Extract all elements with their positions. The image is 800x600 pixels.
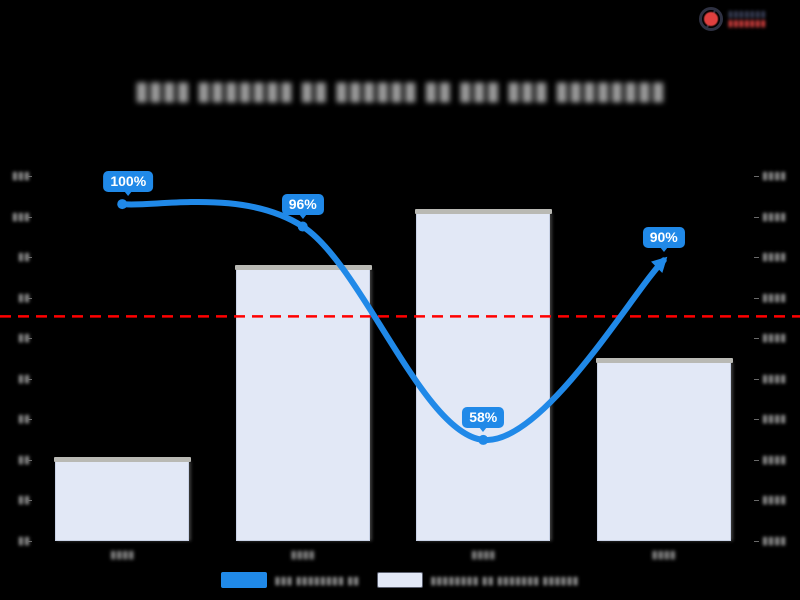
- y-axis-right-tick-2: ▮▮▮▮: [762, 210, 787, 223]
- y-axis-left-tick-2: ▮▮▮: [11, 210, 30, 223]
- legend-swatch-bar-icon: [377, 572, 424, 588]
- y-axis-right-tickmark-6: [754, 378, 759, 380]
- y-axis-left-tick-8: ▮▮: [17, 453, 30, 466]
- y-axis-right-tickmark-2: [754, 216, 759, 218]
- y-axis-left-tickmark-1: [27, 176, 32, 177]
- bar-4[interactable]: [595, 357, 733, 541]
- brand-logo: ▮▮▮▮▮▮▮ ▮▮▮▮▮▮▮: [698, 4, 794, 34]
- y-axis-right-tick-5: ▮▮▮▮: [762, 332, 787, 345]
- legend-swatch-line-icon: [221, 572, 268, 588]
- y-axis-right-tickmark-1: [754, 176, 759, 177]
- y-axis-right-tick-7: ▮▮▮▮: [762, 413, 787, 426]
- x-axis-label-2: ▮▮▮▮: [290, 549, 315, 561]
- y-axis-left-tickmark-5: [27, 338, 32, 340]
- line-arrow-head-icon: [651, 256, 668, 273]
- logo-line-2: ▮▮▮▮▮▮▮: [728, 18, 767, 28]
- y-axis-right-tick-10: ▮▮▮▮: [762, 535, 787, 547]
- y-axis-left-tickmark-9: [27, 500, 32, 502]
- legend-item-line[interactable]: ▮▮▮ ▮▮▮▮▮▮▮▮ ▮▮: [221, 572, 359, 588]
- y-axis-left-tickmark-6: [27, 378, 32, 380]
- y-axis-left-tick-7: ▮▮: [17, 413, 30, 426]
- line-series-path: [119, 198, 667, 443]
- y-axis-left-tickmark-8: [27, 459, 32, 461]
- y-axis-left-tickmark-7: [27, 419, 32, 421]
- line-series-layer: [0, 198, 800, 445]
- y-axis-right-tick-9: ▮▮▮▮: [762, 494, 787, 507]
- y-axis-right-tickmark-9: [754, 500, 759, 502]
- y-axis-right-tickmark-4: [754, 297, 759, 299]
- data-label-4: 90%: [642, 227, 685, 253]
- logo-mark-icon: [698, 6, 724, 32]
- bar-1[interactable]: [54, 457, 192, 541]
- y-axis-left-tick-10: ▮▮: [17, 535, 30, 547]
- y-axis-left-tick-5: ▮▮: [17, 332, 30, 345]
- legend-label-line: ▮▮▮ ▮▮▮▮▮▮▮▮ ▮▮: [274, 574, 360, 587]
- logo-line-1: ▮▮▮▮▮▮▮: [728, 9, 767, 19]
- y-axis-right-tick-3: ▮▮▮▮: [762, 251, 787, 264]
- data-label-2: 96%: [281, 193, 324, 219]
- y-axis-right-tick-4: ▮▮▮▮: [762, 291, 787, 304]
- y-axis-left-tick-1: ▮▮▮: [11, 170, 30, 182]
- y-axis-right-tick-6: ▮▮▮▮: [762, 372, 787, 385]
- data-label-1: 100%: [103, 171, 154, 197]
- y-axis-left-tick-6: ▮▮: [17, 372, 30, 385]
- y-axis-left-tick-4: ▮▮: [17, 291, 30, 304]
- legend-item-bar[interactable]: ▮▮▮▮▮▮▮▮ ▮▮ ▮▮▮▮▮▮▮ ▮▮▮▮▮▮: [377, 572, 579, 588]
- line-point-2[interactable]: [297, 221, 308, 232]
- y-axis-right-tickmark-10: [754, 541, 759, 542]
- y-axis-right-tickmark-5: [754, 338, 759, 340]
- bar-2[interactable]: [234, 264, 372, 541]
- y-axis-left-tick-9: ▮▮: [17, 494, 30, 507]
- chart-title: ▮▮▮▮ ▮▮▮▮▮▮▮ ▮▮ ▮▮▮▮▮▮ ▮▮ ▮▮▮ ▮▮▮ ▮▮▮▮▮▮…: [134, 77, 666, 105]
- y-axis-left-tickmark-3: [27, 257, 32, 259]
- y-axis-right-tickmark-8: [754, 459, 759, 461]
- line-point-3[interactable]: [478, 434, 489, 445]
- x-axis-label-1: ▮▮▮▮: [110, 549, 135, 561]
- legend-label-bar: ▮▮▮▮▮▮▮▮ ▮▮ ▮▮▮▮▮▮▮ ▮▮▮▮▮▮: [430, 574, 579, 587]
- y-axis-left-tickmark-2: [27, 216, 32, 218]
- x-axis-label-4: ▮▮▮▮: [651, 549, 676, 561]
- y-axis-left-tick-3: ▮▮: [17, 251, 30, 264]
- plot-area: [0, 176, 800, 541]
- data-label-3: 58%: [462, 406, 505, 432]
- chart-legend: ▮▮▮ ▮▮▮▮▮▮▮▮ ▮▮ ▮▮▮▮▮▮▮▮ ▮▮ ▮▮▮▮▮▮▮ ▮▮▮▮…: [0, 572, 800, 588]
- y-axis-right-tickmark-7: [754, 419, 759, 421]
- logo-text: ▮▮▮▮▮▮▮ ▮▮▮▮▮▮▮: [728, 10, 766, 28]
- x-axis-label-3: ▮▮▮▮: [471, 549, 496, 561]
- y-axis-left-tickmark-4: [27, 297, 32, 299]
- y-axis-left-tickmark-10: [27, 541, 32, 542]
- line-point-1[interactable]: [117, 199, 128, 210]
- y-axis-right-tick-8: ▮▮▮▮: [762, 453, 787, 466]
- y-axis-right-tick-1: ▮▮▮▮: [762, 170, 787, 182]
- y-axis-right-tickmark-3: [754, 257, 759, 259]
